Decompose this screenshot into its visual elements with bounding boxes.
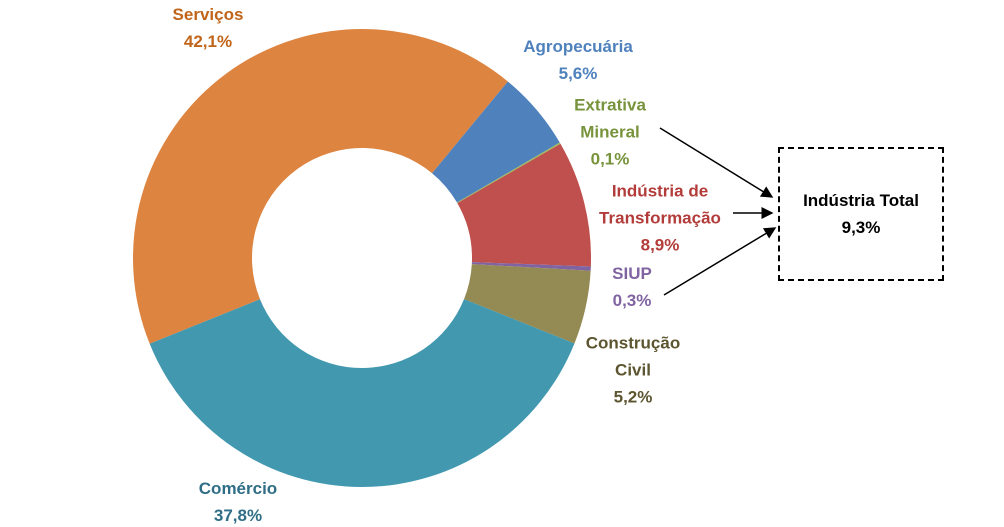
value-label: 5,6% [558, 64, 598, 83]
value-label: 8,9% [640, 235, 680, 255]
arrow [659, 127, 774, 198]
slice [471, 262, 591, 271]
category-label: SIUP [612, 264, 652, 283]
slice-label: Comércio 37,8% [178, 475, 298, 527]
slice [456, 142, 561, 204]
slice-label: Agropecuária 5,6% [513, 33, 643, 87]
slice-label: Extrativa Mineral 0,1% [565, 92, 655, 173]
category-label: Extrativa Mineral [574, 95, 646, 142]
slice-label: SIUP 0,3% [602, 260, 662, 314]
slice [432, 81, 560, 203]
slice [149, 299, 575, 488]
category-label: Serviços [172, 5, 244, 24]
value-label: 42,1% [183, 32, 233, 51]
annotation-box: Indústria Total 9,3% [778, 147, 944, 281]
slice [457, 143, 591, 267]
category-label: Agropecuária [523, 37, 633, 56]
category-label: Construção Civil [585, 333, 681, 380]
value-label: 37,8% [213, 506, 263, 525]
slice-label: Indústria de Transformação 8,9% [585, 178, 735, 259]
annotation-value: 9,3% [841, 218, 881, 237]
slice-label: Serviços 42,1% [148, 1, 268, 55]
arrow [663, 227, 777, 296]
value-label: 0,1% [590, 149, 630, 169]
annotation-label: Indústria Total [803, 191, 919, 210]
value-label: 0,3% [612, 291, 652, 310]
slice-label: Construção Civil 5,2% [573, 330, 693, 411]
value-label: 5,2% [613, 387, 653, 407]
category-label: Indústria de Transformação [599, 181, 721, 228]
slice [133, 29, 508, 344]
category-label: Comércio [198, 479, 278, 498]
slice [464, 264, 591, 344]
